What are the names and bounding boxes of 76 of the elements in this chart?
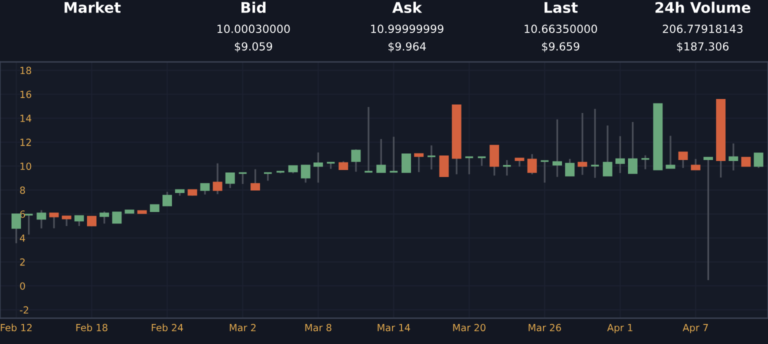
candlestick [502, 159, 512, 176]
y-tick-label: 14 [20, 114, 32, 122]
x-tick-label: Feb 12 [0, 324, 32, 332]
candlestick [464, 156, 474, 176]
y-tick-label: 16 [20, 90, 32, 98]
x-tick-label: Mar 2 [230, 324, 256, 332]
x-tick-label: Feb 18 [76, 324, 108, 332]
candlestick [62, 216, 72, 227]
candlestick [402, 154, 412, 173]
x-tick-label: Mar 20 [453, 324, 486, 332]
candlestick [250, 168, 260, 191]
candlestick [414, 153, 424, 173]
text: Last [544, 2, 578, 14]
candlestick [74, 215, 84, 227]
candlestick [754, 152, 764, 169]
text: 10.66350000 [524, 24, 598, 34]
text: Market [64, 2, 121, 14]
candlestick [439, 155, 449, 178]
candlestick [364, 106, 374, 173]
text: $9.659 [542, 42, 580, 52]
text: 10.00030000 [218, 24, 290, 34]
candlestick [36, 209, 46, 230]
y-tick-label: 18 [20, 66, 32, 74]
candlestick [100, 210, 110, 224]
candlestick [24, 213, 34, 236]
candlestick [628, 121, 638, 174]
y-tick-label: 2 [20, 258, 25, 266]
y-tick-label: -2 [20, 306, 28, 314]
x-tick-label: Apr 1 [607, 324, 632, 334]
candlestick [112, 212, 122, 224]
text: $9.964 [388, 42, 426, 52]
candlestick [225, 172, 235, 189]
text: 24h Volume [656, 2, 750, 14]
candlestick [351, 148, 361, 173]
candlestick [238, 172, 248, 185]
text: Ask [392, 2, 422, 14]
candlestick [704, 156, 713, 281]
y-tick-label: 4 [20, 234, 26, 242]
candlestick [388, 136, 398, 173]
y-tick-label: 0 [20, 282, 25, 290]
text: $187.306 [677, 42, 729, 52]
x-tick-label: Mar 8 [305, 324, 332, 332]
candlestick [602, 124, 612, 176]
candlestick [678, 152, 688, 169]
candlestick [426, 144, 436, 170]
x-tick-label: Feb 24 [152, 324, 184, 332]
candlestick [212, 162, 222, 195]
candlestick [49, 212, 59, 230]
candlestick [300, 164, 310, 184]
candlestick [666, 134, 676, 169]
text: $9.059 [234, 42, 272, 52]
candlestick [578, 112, 588, 176]
x-tick-label: Mar 14 [378, 324, 410, 332]
candlestick [376, 138, 386, 173]
candlestick [552, 118, 562, 178]
candlestick [162, 191, 172, 206]
x-tick-label: Apr 7 [682, 324, 708, 334]
candlestick [640, 154, 650, 170]
candlestick [490, 144, 500, 176]
candlestick [540, 160, 550, 184]
candlestick [728, 142, 738, 172]
text: Bid [242, 2, 266, 14]
y-tick-label: 8 [20, 186, 25, 194]
x-tick-label: Mar 26 [528, 324, 561, 332]
candlestick [12, 213, 21, 244]
candlestick [313, 152, 323, 184]
candlestick [690, 158, 700, 170]
text: 206.77918143 [662, 24, 742, 34]
y-tick-label: 12 [20, 138, 31, 146]
candlestick [200, 183, 210, 196]
candlestick [527, 153, 537, 176]
y-tick-label: 10 [20, 162, 32, 170]
candlestick [590, 108, 600, 179]
text: 10.99999999 [371, 24, 444, 34]
candlestick [565, 158, 575, 176]
candlestick [615, 135, 625, 174]
